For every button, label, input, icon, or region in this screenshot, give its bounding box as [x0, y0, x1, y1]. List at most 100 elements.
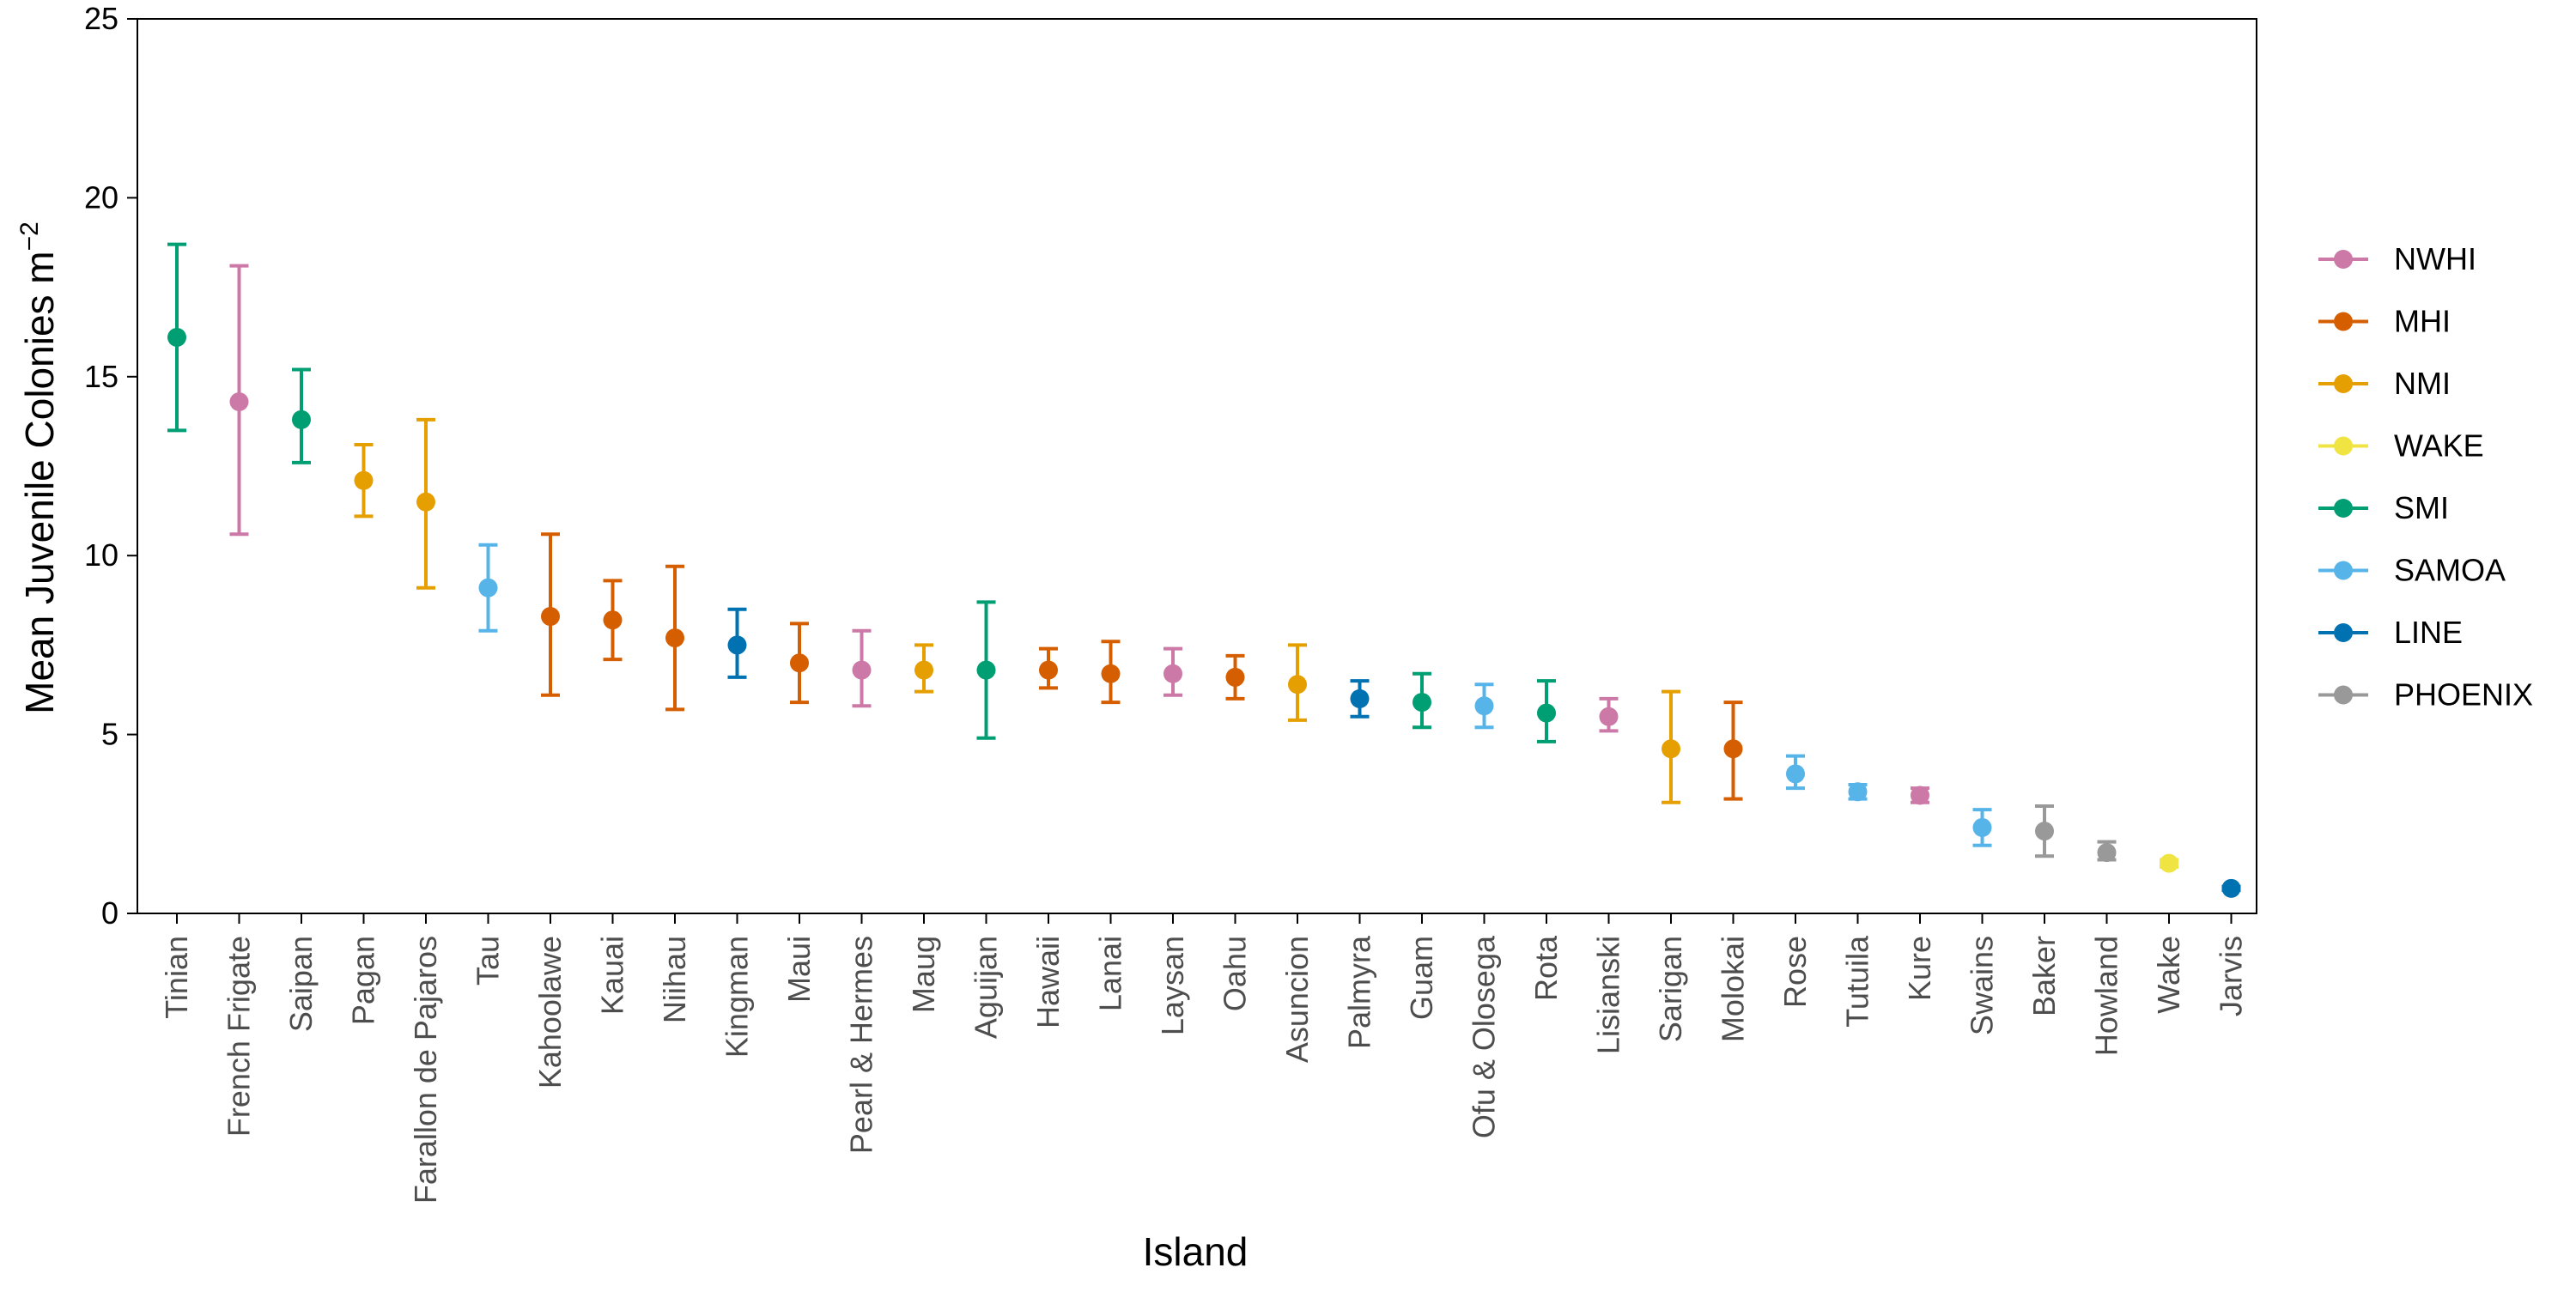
legend-item: LINE — [2318, 615, 2463, 650]
data-point — [1474, 696, 1494, 716]
y-axis-title-superscript: −2 — [15, 221, 44, 251]
x-tick-label: French Frigate — [222, 936, 257, 1137]
x-tick-label: Aguijan — [969, 936, 1004, 1039]
legend-item: SMI — [2318, 490, 2449, 525]
x-tick-label: Palmyra — [1342, 935, 1377, 1049]
x-tick-label: Rota — [1528, 935, 1564, 1001]
legend-key-dot — [2334, 623, 2353, 642]
x-tick-label: Rose — [1777, 936, 1813, 1008]
x-tick-label: Pagan — [346, 936, 381, 1025]
data-point — [1599, 707, 1619, 726]
plot-frame — [137, 18, 2257, 914]
x-tick-label: Farallon de Pajaros — [408, 936, 443, 1204]
x-tick-label: Asuncion — [1279, 936, 1315, 1063]
data-point — [603, 610, 623, 630]
legend-label: SAMOA — [2394, 553, 2506, 588]
x-tick-label: Maug — [906, 936, 941, 1013]
legend-label: MHI — [2394, 304, 2451, 339]
y-axis-title-text: Mean Juvenile Colonies m — [17, 251, 62, 714]
legend-label: NMI — [2394, 366, 2451, 401]
data-point — [2097, 843, 2117, 863]
x-tick-label: Maui — [781, 936, 817, 1003]
x-tick-label: Oahu — [1218, 936, 1253, 1011]
x-tick-label: Ofu & Olosega — [1467, 935, 1502, 1138]
x-tick-label: Howland — [2089, 936, 2124, 1056]
data-point — [976, 660, 996, 680]
data-point — [1039, 660, 1058, 680]
legend-item: MHI — [2318, 304, 2451, 339]
data-point — [1911, 786, 1929, 805]
y-axis-title: Mean Juvenile Colonies m−2 — [15, 221, 62, 714]
data-point — [1723, 739, 1743, 759]
y-tick-label: 10 — [84, 537, 118, 573]
data-point — [292, 409, 311, 429]
data-point — [1163, 664, 1182, 683]
data-point — [790, 653, 809, 673]
x-tick-label: Kauai — [595, 936, 630, 1015]
x-tick-label: Lanai — [1093, 936, 1128, 1011]
x-tick-label: Molokai — [1716, 936, 1751, 1042]
legend-key-dot — [2334, 499, 2353, 518]
x-tick-label: Kure — [1902, 936, 1937, 1001]
x-tick-label: Kahoolawe — [532, 936, 568, 1089]
legend-item: PHOENIX — [2318, 677, 2533, 713]
legend-key-dot — [2334, 561, 2353, 580]
data-point — [2221, 878, 2241, 898]
data-point — [167, 327, 186, 347]
x-tick-label: Tau — [471, 936, 506, 986]
x-tick-label: Guam — [1404, 936, 1439, 1020]
data-point — [1537, 703, 1556, 723]
data-point — [1413, 693, 1431, 713]
x-tick-label: Kingman — [720, 936, 755, 1058]
legend-label: SMI — [2394, 490, 2449, 525]
x-tick-label: Baker — [2026, 936, 2062, 1016]
x-tick-label: Saipan — [283, 936, 319, 1032]
data-point — [416, 492, 435, 512]
data-point — [1225, 667, 1245, 687]
x-tick-label: Jarvis — [2214, 936, 2249, 1016]
data-point — [541, 607, 560, 627]
data-point — [1350, 688, 1370, 708]
data-point — [2035, 822, 2054, 841]
data-point — [478, 578, 498, 597]
legend-item: NWHI — [2318, 241, 2476, 276]
legend-key-dot — [2334, 685, 2353, 705]
legend-key-dot — [2334, 312, 2353, 331]
data-point — [914, 660, 933, 680]
data-point — [852, 660, 872, 680]
data-point — [354, 470, 374, 490]
data-point — [229, 391, 249, 411]
x-tick-label: Tinian — [159, 936, 194, 1019]
legend-item: WAKE — [2318, 428, 2484, 464]
data-point — [1101, 664, 1121, 683]
data-point — [1848, 782, 1868, 802]
legend-label: PHOENIX — [2394, 677, 2533, 713]
x-tick-label: Hawaii — [1030, 936, 1066, 1028]
data-point — [1786, 764, 1805, 784]
data-point — [665, 628, 684, 648]
data-point — [2160, 853, 2178, 873]
x-tick-label: Pearl & Hermes — [844, 936, 879, 1154]
x-tick-label: Laysan — [1155, 936, 1190, 1035]
x-tick-label: Tutuila — [1840, 935, 1875, 1028]
y-tick-label: 0 — [101, 895, 118, 931]
y-tick-label: 20 — [84, 179, 118, 215]
legend-item: NMI — [2318, 366, 2451, 401]
x-tick-label: Lisianski — [1591, 936, 1626, 1054]
legend-key-dot — [2334, 250, 2353, 269]
x-tick-label: Niihau — [657, 936, 692, 1023]
legend-label: LINE — [2394, 615, 2463, 650]
legend-key-dot — [2334, 436, 2353, 456]
data-point — [1662, 739, 1680, 759]
data-point — [727, 635, 747, 655]
x-tick-label: Swains — [1965, 936, 2000, 1035]
x-axis-title: Island — [1143, 1229, 1249, 1274]
legend-label: NWHI — [2394, 241, 2476, 276]
y-tick-label: 5 — [101, 717, 118, 752]
legend-item: SAMOA — [2318, 553, 2506, 588]
x-tick-label: Wake — [2151, 936, 2186, 1014]
legend-label: WAKE — [2394, 428, 2484, 464]
y-tick-label: 15 — [84, 359, 118, 394]
data-point — [1972, 817, 1992, 837]
